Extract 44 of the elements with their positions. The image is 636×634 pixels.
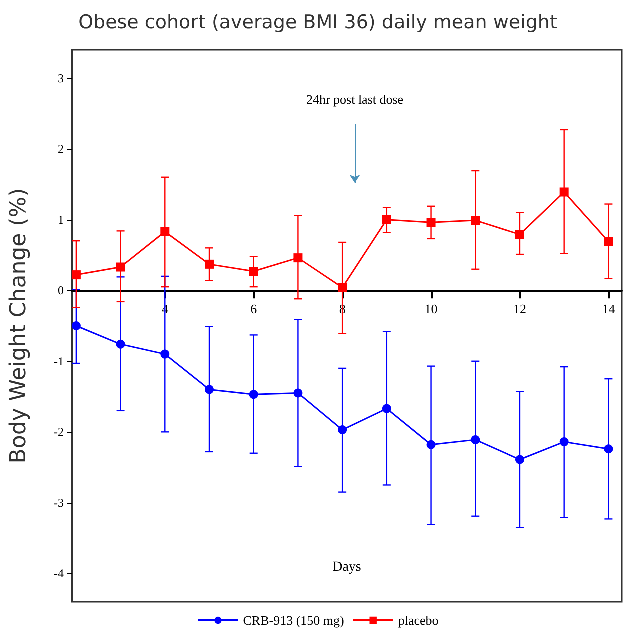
point bbox=[72, 322, 81, 330]
y-tick-label: -2 bbox=[54, 425, 64, 440]
y-tick-label: 1 bbox=[58, 212, 64, 227]
y-tick-label: -3 bbox=[54, 496, 64, 510]
x-tick-label: 14 bbox=[602, 302, 616, 317]
chart-title: Obese cohort (average BMI 36) daily mean weight bbox=[78, 12, 558, 34]
point bbox=[294, 388, 303, 398]
y-tick-label: 3 bbox=[58, 71, 64, 86]
y-tick-label: 0 bbox=[58, 284, 64, 298]
point bbox=[116, 262, 126, 272]
legend-label: placebo bbox=[398, 613, 439, 628]
point bbox=[604, 444, 614, 454]
point bbox=[515, 455, 524, 464]
point bbox=[205, 385, 214, 394]
point bbox=[382, 215, 392, 224]
point bbox=[294, 254, 303, 263]
legend-label: CRB-913 (150 mg) bbox=[243, 613, 344, 628]
point bbox=[205, 260, 214, 269]
point bbox=[382, 404, 392, 414]
y-axis-title: Body Weight Change (%) bbox=[6, 188, 32, 464]
point bbox=[604, 237, 614, 246]
x-tick-label: 10 bbox=[424, 302, 438, 317]
x-tick-label: 6 bbox=[250, 302, 258, 317]
annotation: 24hr post last dose bbox=[306, 92, 404, 107]
point bbox=[560, 188, 569, 197]
point bbox=[560, 438, 569, 447]
x-axis-title: Days bbox=[332, 560, 362, 576]
y-tick-label: -4 bbox=[54, 566, 64, 581]
point bbox=[116, 340, 126, 349]
point bbox=[471, 435, 480, 444]
y-tick-label: -1 bbox=[54, 354, 64, 368]
point bbox=[72, 270, 81, 280]
point bbox=[426, 440, 436, 450]
point bbox=[338, 283, 348, 292]
point bbox=[160, 350, 170, 359]
point bbox=[249, 390, 258, 400]
point bbox=[471, 216, 480, 226]
y-tick-label: 2 bbox=[58, 142, 64, 156]
point bbox=[160, 227, 170, 236]
point bbox=[426, 218, 436, 228]
point bbox=[338, 426, 348, 435]
x-tick-label: 12 bbox=[513, 302, 526, 317]
point bbox=[249, 267, 258, 276]
point bbox=[515, 230, 524, 240]
